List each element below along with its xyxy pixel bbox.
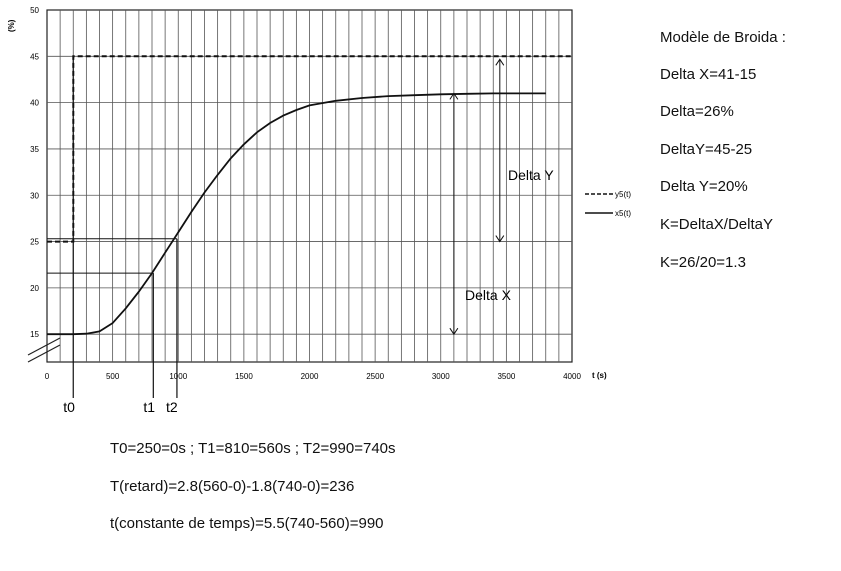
legend-entry: x5(t): [615, 209, 631, 218]
x-tick-label: 1000: [169, 372, 187, 381]
legend: y5(t) x5(t): [585, 190, 631, 218]
delta-x-label: Delta X: [465, 287, 512, 303]
y-tick-label: 15: [30, 330, 39, 339]
note-line: Delta Y=20%: [660, 178, 748, 195]
y-tick-label: 45: [30, 52, 39, 61]
y-tick-label: 35: [30, 145, 39, 154]
axis-break-mark: [27, 344, 61, 363]
y-tick-label: 40: [30, 99, 39, 108]
note-line: Delta X=41-15: [660, 66, 757, 83]
legend-entry: y5(t): [615, 190, 631, 199]
series-line-x5t: [47, 92, 546, 336]
delta-x-arrowhead-top: [449, 92, 459, 100]
axis-break-mark: [27, 337, 61, 356]
annotations: t0 t1 t2 Delta Y Delta X: [47, 56, 554, 415]
t0-label: t0: [63, 399, 75, 415]
x-tick-label: 1500: [235, 372, 253, 381]
x-tick-label: 500: [106, 372, 120, 381]
notes-title: Modèle de Broida :: [660, 29, 786, 46]
series-line-y5t: [47, 55, 572, 243]
x-tick-label: 4000: [563, 372, 581, 381]
calc-line: T0=250=0s ; T1=810=560s ; T2=990=740s: [110, 440, 396, 457]
tick-labels: 0 500 1000 1500 2000 2500 3000 3500 4000 15 20 25 30…: [30, 6, 581, 381]
y-axis-label: (%): [7, 19, 16, 32]
calc-line: t(constante de temps)=5.5(740-560)=990: [110, 515, 384, 532]
note-line: K=26/20=1.3: [660, 254, 746, 271]
delta-y-label: Delta Y: [508, 167, 554, 183]
delta-x-arrowhead-bottom: [449, 327, 459, 336]
note-line: DeltaY=45-25: [660, 141, 753, 158]
delta-y-arrowhead-top: [495, 58, 505, 66]
x-tick-label: 0: [45, 372, 50, 381]
delta-y-arrowhead-bottom: [495, 235, 505, 243]
x-tick-label: 3500: [497, 372, 515, 381]
series-layer: [47, 55, 572, 336]
note-line: K=DeltaX/DeltaY: [660, 216, 773, 233]
y-tick-label: 50: [30, 6, 39, 15]
x-tick-label: 2500: [366, 372, 384, 381]
x-tick-label: 3000: [432, 372, 450, 381]
x-axis-label: t (s): [592, 371, 607, 380]
y-tick-label: 20: [30, 284, 39, 293]
note-line: Delta=26%: [660, 103, 734, 120]
y-tick-label: 25: [30, 238, 39, 247]
calc-line: T(retard)=2.8(560-0)-1.8(740-0)=236: [110, 478, 355, 495]
x-tick-label: 2000: [301, 372, 319, 381]
grid: [27, 9, 573, 363]
t1-label: t1: [143, 399, 155, 415]
y-tick-label: 30: [30, 191, 39, 200]
t2-label: t2: [166, 399, 178, 415]
